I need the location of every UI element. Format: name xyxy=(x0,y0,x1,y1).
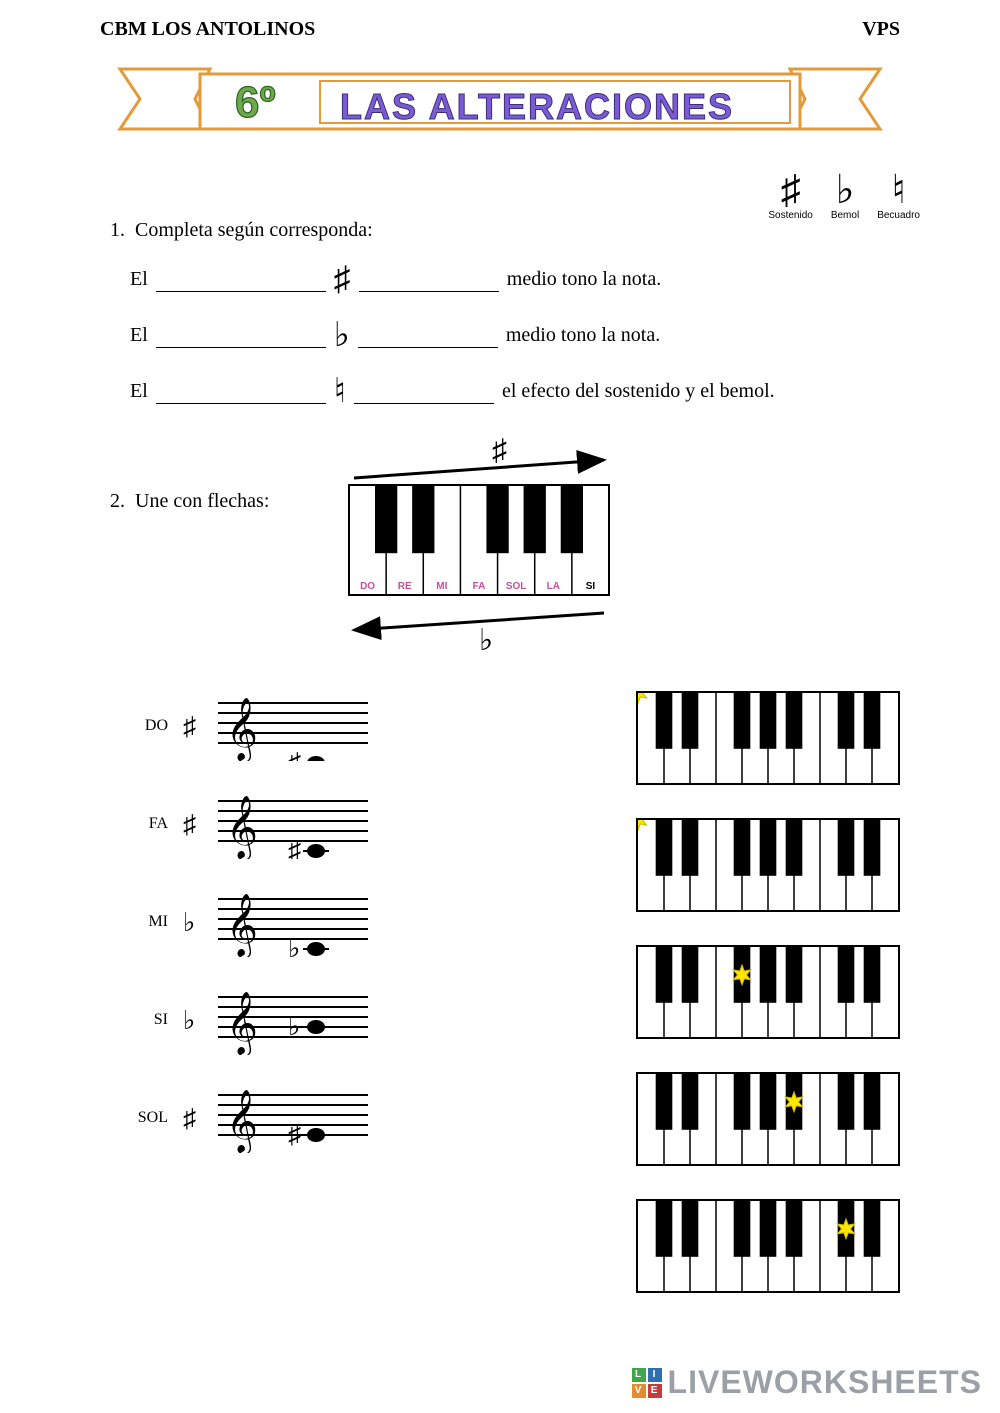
watermark: LIVE LIVEWORKSHEETS xyxy=(632,1364,982,1401)
svg-text:𝄞: 𝄞 xyxy=(226,993,258,1055)
legend-label: Becuadro xyxy=(877,210,920,221)
header-right: VPS xyxy=(862,18,900,41)
note-name: FA xyxy=(130,815,168,833)
note-item[interactable]: DO ♯ 𝄞 ♯ xyxy=(130,691,368,761)
svg-text:♯: ♯ xyxy=(288,747,301,761)
note-accidental: ♭ xyxy=(183,1005,203,1036)
blank-input[interactable] xyxy=(156,323,326,348)
keyboards-column xyxy=(636,691,900,1298)
note-name: SI xyxy=(130,1011,168,1029)
note-item[interactable]: MI ♭ 𝄞 ♭ xyxy=(130,887,368,957)
grade-label: 6º xyxy=(235,78,276,127)
line-suffix: el efecto del sostenido y el bemol. xyxy=(502,380,775,403)
note-item[interactable]: FA ♯ 𝄞 ♯ xyxy=(130,789,368,859)
svg-text:𝄞: 𝄞 xyxy=(226,797,258,859)
svg-text:𝄞: 𝄞 xyxy=(226,1091,258,1153)
accidental-symbol: ♭ xyxy=(334,318,350,352)
blank-input[interactable] xyxy=(358,323,498,348)
svg-text:RE: RE xyxy=(398,581,412,592)
note-accidental: ♯ xyxy=(183,1103,203,1134)
svg-text:♯: ♯ xyxy=(288,1119,301,1149)
blank-input[interactable] xyxy=(354,379,494,404)
legend-symbol: ♭ xyxy=(831,170,859,210)
notes-column: DO ♯ 𝄞 ♯ FA ♯ 𝄞 ♯ MI ♭ 𝄞 ♭ SI ♭ 𝄞 ♭ SOL ♯ 𝄞 ♯ xyxy=(130,691,368,1298)
fill-blank-line: El ♭ medio tono la nota. xyxy=(130,318,890,352)
legend-label: Bemol xyxy=(831,210,859,221)
accidental-symbol: ♮ xyxy=(334,374,346,408)
svg-text:MI: MI xyxy=(437,581,448,592)
svg-text:𝄞: 𝄞 xyxy=(226,699,258,761)
accidentals-legend: ♯Sostenido ♭Bemol ♮Becuadro xyxy=(768,170,920,221)
note-name: MI xyxy=(130,913,168,931)
fill-blank-line: El ♯ medio tono la nota. xyxy=(130,262,890,296)
keyboard-option[interactable] xyxy=(636,1072,900,1171)
blank-input[interactable] xyxy=(156,267,326,292)
accidental-symbol: ♯ xyxy=(334,262,351,296)
legend-label: Sostenido xyxy=(768,210,812,221)
note-name: SOL xyxy=(130,1109,168,1127)
svg-text:SOL: SOL xyxy=(506,581,527,592)
keyboard-option[interactable] xyxy=(636,691,900,790)
svg-text:SI: SI xyxy=(586,581,596,592)
svg-text:♭: ♭ xyxy=(479,624,493,657)
svg-text:DO: DO xyxy=(360,581,375,592)
q2-prompt: 2. Une con flechas: xyxy=(110,430,269,513)
line-suffix: medio tono la nota. xyxy=(506,324,660,347)
keyboard-option[interactable] xyxy=(636,818,900,917)
q1-prompt: 1. Completa según corresponda: xyxy=(110,219,890,242)
legend-symbol: ♯ xyxy=(768,170,812,210)
note-accidental: ♯ xyxy=(183,809,203,840)
line-suffix: medio tono la nota. xyxy=(507,268,661,291)
note-name: DO xyxy=(130,717,168,735)
svg-text:♯: ♯ xyxy=(288,835,301,859)
keyboard-option[interactable] xyxy=(636,1199,900,1298)
title-banner: 6º LAS ALTERACIONES xyxy=(0,49,1000,149)
svg-text:FA: FA xyxy=(473,581,486,592)
svg-text:♭: ♭ xyxy=(288,933,300,957)
svg-text:𝄞: 𝄞 xyxy=(226,895,258,957)
svg-text:♯: ♯ xyxy=(492,434,507,467)
blank-input[interactable] xyxy=(359,267,499,292)
legend-symbol: ♮ xyxy=(877,170,920,210)
note-item[interactable]: SOL ♯ 𝄞 ♯ xyxy=(130,1083,368,1153)
note-item[interactable]: SI ♭ 𝄞 ♭ xyxy=(130,985,368,1055)
header-left: CBM LOS ANTOLINOS xyxy=(100,18,315,41)
svg-text:LA: LA xyxy=(547,581,560,592)
note-accidental: ♯ xyxy=(183,711,203,742)
svg-text:♭: ♭ xyxy=(288,1011,300,1041)
center-keyboard-diagram: ♯ DO RE MI FA SOL LA SI ♭ xyxy=(309,430,649,666)
fill-blank-line: El ♮ el efecto del sostenido y el bemol. xyxy=(130,374,890,408)
page-title: LAS ALTERACIONES xyxy=(340,86,734,127)
keyboard-option[interactable] xyxy=(636,945,900,1044)
blank-input[interactable] xyxy=(156,379,326,404)
note-accidental: ♭ xyxy=(183,907,203,938)
